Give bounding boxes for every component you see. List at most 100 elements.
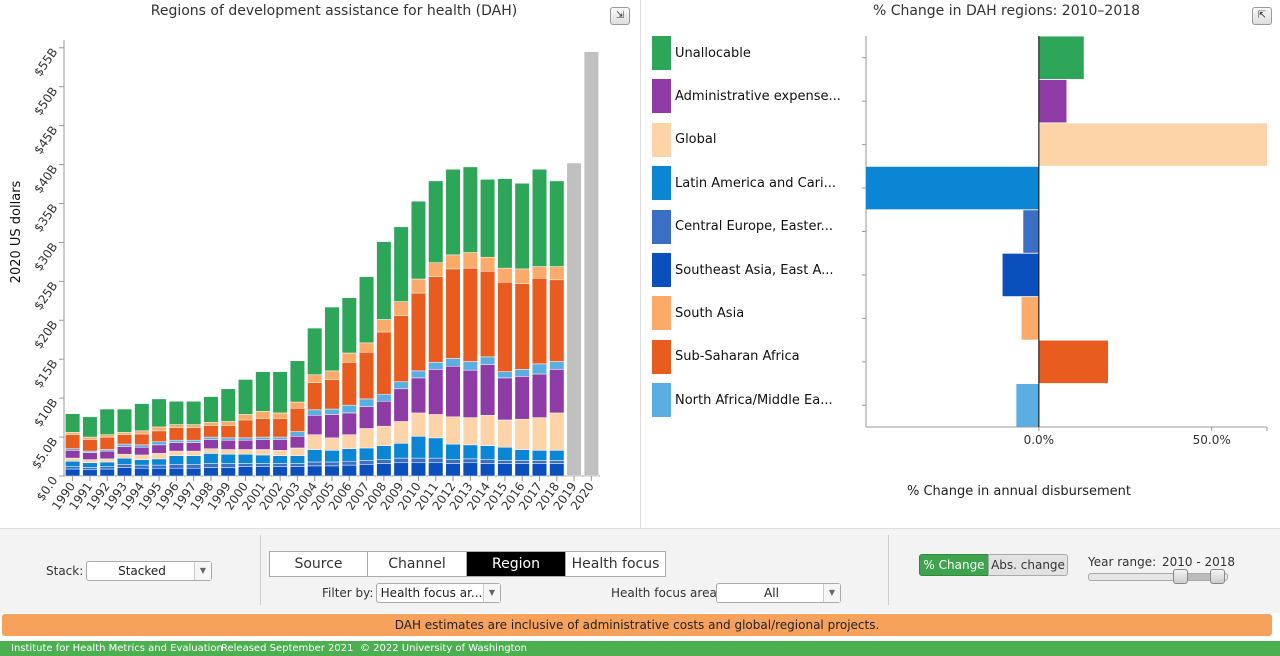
bar-segment-latam[interactable]	[65, 460, 81, 467]
bar-segment-nafme[interactable]	[359, 398, 375, 407]
bar-segment-nafme[interactable]	[445, 358, 461, 367]
bar-segment-unallocable[interactable]	[99, 408, 115, 435]
bar-segment-seasia[interactable]	[220, 467, 236, 477]
bar-segment-ssa[interactable]	[82, 439, 98, 452]
bar-segment-unallocable[interactable]	[445, 168, 461, 256]
bar-segment-unallocable[interactable]	[462, 166, 478, 253]
legend-item-ssa[interactable]: Sub-Saharan Africa	[652, 339, 800, 374]
legend-item-nafme[interactable]: North Africa/Middle Ea...	[652, 383, 833, 418]
bar-segment-cee[interactable]	[289, 463, 305, 467]
bar-segment-southasia[interactable]	[117, 432, 133, 435]
bar-segment-unallocable[interactable]	[134, 403, 150, 432]
bar-segment-ssa[interactable]	[341, 362, 357, 406]
bar-segment-nafme[interactable]	[393, 381, 409, 390]
bar-segment-ssa[interactable]	[549, 279, 565, 362]
bar-segment-ssa[interactable]	[134, 433, 150, 446]
bar-segment-latam[interactable]	[255, 454, 271, 464]
bar-segment-cee[interactable]	[410, 457, 426, 464]
bar-segment-southasia[interactable]	[462, 252, 478, 269]
bar-segment-seasia[interactable]	[359, 464, 375, 477]
bar-segment-latam[interactable]	[549, 450, 565, 461]
bar-segment-unallocable[interactable]	[186, 401, 202, 425]
bar-segment-nafme[interactable]	[238, 437, 254, 441]
bar-segment-southasia[interactable]	[549, 266, 565, 281]
bar-segment-ssa[interactable]	[462, 267, 478, 362]
bar-segment-nafme[interactable]	[428, 362, 444, 370]
tab-source[interactable]: Source	[270, 552, 368, 576]
bar-segment-admin[interactable]	[117, 446, 133, 455]
pct-bar-cee[interactable]	[1023, 210, 1039, 253]
bar-segment-global[interactable]	[65, 457, 81, 462]
bar-segment-ssa[interactable]	[117, 434, 133, 445]
stack-select[interactable]: Stacked ▼	[86, 561, 212, 581]
bar-segment-seasia[interactable]	[549, 463, 565, 477]
bar-segment-southasia[interactable]	[307, 374, 323, 383]
bar-segment-admin[interactable]	[65, 450, 81, 459]
bar-segment-global[interactable]	[410, 412, 426, 437]
bar-segment-cee[interactable]	[220, 463, 236, 468]
bar-segment-nafme[interactable]	[186, 439, 202, 443]
bar-segment-admin[interactable]	[514, 376, 530, 420]
bar-segment-southasia[interactable]	[272, 412, 288, 419]
bar-segment-nafme[interactable]	[203, 436, 219, 440]
bar-segment-global[interactable]	[376, 425, 392, 446]
bar-segment-seasia[interactable]	[445, 463, 461, 477]
bar-segment-unallocable[interactable]	[324, 306, 340, 372]
year-range-slider-track[interactable]	[1088, 573, 1228, 581]
bar-segment-admin[interactable]	[462, 369, 478, 418]
bar-segment-latam[interactable]	[393, 443, 409, 459]
bar-segment-nafme[interactable]	[324, 408, 340, 415]
legend-item-unallocable[interactable]: Unallocable	[652, 36, 751, 70]
bar-segment-southasia[interactable]	[203, 422, 219, 426]
bar-segment-admin[interactable]	[428, 369, 444, 415]
bar-segment-southasia[interactable]	[445, 254, 461, 270]
bar-segment-ssa[interactable]	[151, 430, 167, 442]
legend-item-admin[interactable]: Administrative expense...	[652, 79, 841, 114]
bar-segment-seasia[interactable]	[376, 463, 392, 477]
bar-segment-global[interactable]	[514, 418, 530, 450]
bar-segment-nafme[interactable]	[117, 443, 133, 447]
bar-segment-latam[interactable]	[445, 443, 461, 460]
bar-segment-southasia[interactable]	[514, 268, 530, 284]
bar-segment-global[interactable]	[462, 417, 478, 446]
tab-region[interactable]: Region	[467, 552, 566, 576]
bar-segment-ssa[interactable]	[238, 419, 254, 439]
bar-segment-ssa[interactable]	[289, 408, 305, 432]
bar-segment-unallocable[interactable]	[65, 413, 81, 433]
bar-segment-southasia[interactable]	[393, 301, 409, 316]
bar-segment-global[interactable]	[531, 417, 547, 451]
bar-segment-seasia[interactable]	[117, 467, 133, 477]
year-range-start-handle[interactable]	[1173, 569, 1188, 584]
pct-bar-unallocable[interactable]	[1038, 36, 1084, 80]
bar-segment-southasia[interactable]	[531, 266, 547, 279]
bar-segment-cee[interactable]	[514, 460, 530, 464]
pct-bar-admin[interactable]	[1038, 79, 1067, 123]
bar-segment-unallocable[interactable]	[203, 396, 219, 423]
bar-segment-admin[interactable]	[82, 452, 98, 460]
bar-segment-ssa[interactable]	[480, 270, 496, 358]
bar-segment-southasia[interactable]	[168, 424, 184, 428]
bar-segment-admin[interactable]	[497, 377, 513, 421]
tab-channel[interactable]: Channel	[368, 552, 467, 576]
legend-item-cee[interactable]: Central Europe, Easter...	[652, 209, 833, 244]
bar-segment-southasia[interactable]	[65, 432, 81, 435]
bar-segment-ssa[interactable]	[393, 315, 409, 383]
bar-segment-southasia[interactable]	[376, 319, 392, 333]
bar-segment-southasia[interactable]	[359, 342, 375, 353]
bar-segment-admin[interactable]	[134, 446, 150, 456]
bar-segment-unallocable[interactable]	[255, 371, 271, 412]
bar-segment-southasia[interactable]	[99, 434, 115, 438]
bar-segment-latam[interactable]	[151, 458, 167, 466]
bar-segment-admin[interactable]	[445, 365, 461, 418]
collapse-arrows-icon[interactable]: ⇲	[610, 7, 630, 25]
bar-segment-cee[interactable]	[549, 460, 565, 464]
bar-segment-cee[interactable]	[445, 459, 461, 464]
bar-segment-unallocable[interactable]	[220, 388, 236, 422]
bar-segment-seasia[interactable]	[531, 463, 547, 477]
bar-segment-seasia[interactable]	[82, 469, 98, 477]
bar-segment-latam[interactable]	[341, 448, 357, 462]
bar-segment-global[interactable]	[203, 448, 219, 454]
bar-segment-ssa[interactable]	[359, 351, 375, 400]
bar-segment-ssa[interactable]	[220, 425, 236, 439]
year-range-end-handle[interactable]	[1209, 569, 1225, 584]
